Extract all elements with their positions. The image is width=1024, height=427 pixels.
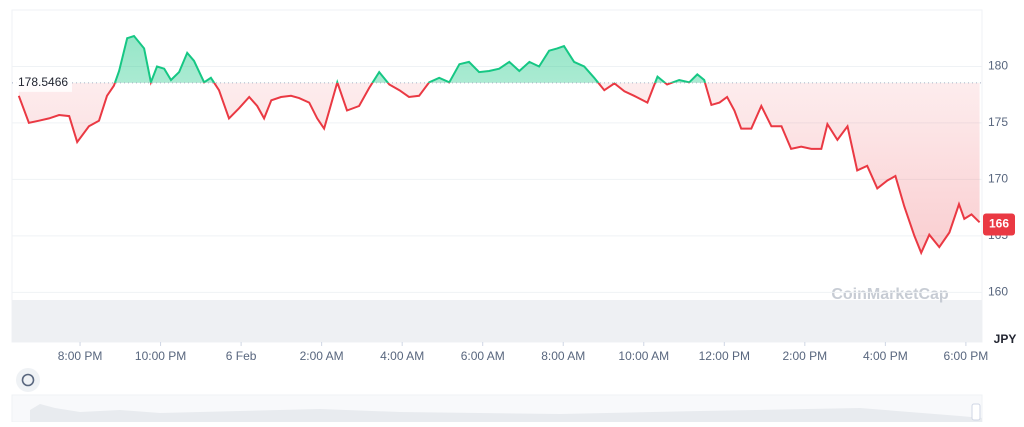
x-tick-label: 8:00 AM — [541, 349, 585, 363]
baseline-label-bg — [14, 73, 72, 92]
x-tick-label: 4:00 AM — [380, 349, 424, 363]
x-tick-label: 4:00 PM — [863, 349, 908, 363]
history-button[interactable] — [16, 368, 40, 392]
x-tick-label: 8:00 PM — [58, 349, 103, 363]
y-tick-label: 160 — [988, 284, 1008, 298]
x-tick-label: 12:00 PM — [699, 349, 750, 363]
y-tick-label: 180 — [988, 59, 1008, 73]
y-tick-label: 175 — [988, 115, 1008, 129]
price-line-up — [113, 34, 707, 83]
y-tick-label: 170 — [988, 172, 1008, 186]
navigator-handle[interactable] — [971, 403, 981, 421]
area-down — [18, 82, 980, 253]
navigator-mini — [30, 404, 982, 422]
volume-area — [12, 300, 982, 342]
x-tick-label: 10:00 PM — [135, 349, 186, 363]
baseline-label: 178.5466 — [18, 75, 68, 89]
watermark: CoinMarketCap — [831, 286, 949, 303]
price-line-down — [17, 82, 981, 256]
y-axis-label: JPY — [994, 332, 1017, 346]
history-icon — [21, 373, 35, 387]
x-tick-label: 10:00 AM — [618, 349, 669, 363]
x-tick-label: 2:00 AM — [300, 349, 344, 363]
x-tick-label: 6:00 AM — [461, 349, 505, 363]
x-tick-label: 6:00 PM — [944, 349, 989, 363]
x-tick-label: 2:00 PM — [782, 349, 827, 363]
current-price-badge — [983, 213, 1015, 236]
current-price-label: 166 — [989, 217, 1009, 231]
x-tick-label: 6 Feb — [226, 349, 257, 363]
area-up — [18, 36, 980, 83]
